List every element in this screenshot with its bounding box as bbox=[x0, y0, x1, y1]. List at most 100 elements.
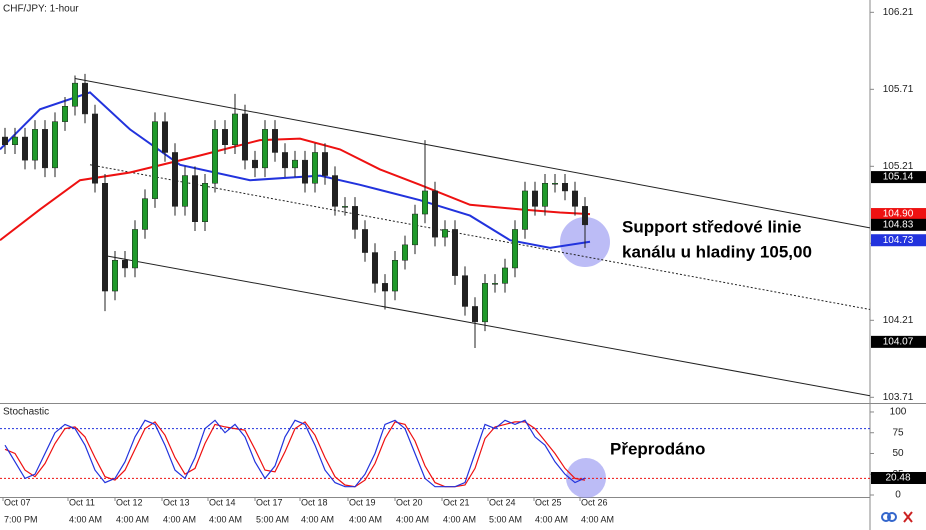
y-tick-label: 103.71 bbox=[883, 392, 914, 403]
x-tick-time: 4:00 AM bbox=[396, 514, 429, 524]
candle-body bbox=[262, 129, 268, 169]
candle-body bbox=[432, 190, 438, 238]
candle-body bbox=[302, 159, 308, 184]
stochastic-line bbox=[4, 421, 586, 488]
chart-title: CHF/JPY: 1-hour bbox=[3, 4, 79, 15]
candle-body bbox=[142, 198, 148, 230]
y-tick-label: 75 bbox=[892, 427, 904, 438]
candle-body bbox=[62, 106, 68, 122]
candle-body bbox=[362, 229, 368, 253]
x-tick-label: Oct 19 bbox=[349, 497, 376, 507]
x-tick-label: Oct 24 bbox=[489, 497, 516, 507]
annotation: Přeprodáno bbox=[610, 439, 705, 458]
candle-body bbox=[292, 159, 298, 169]
x-tick-time: 4:00 AM bbox=[69, 514, 102, 524]
candle-body bbox=[12, 136, 18, 146]
candle-body bbox=[552, 183, 558, 185]
y-tick-label: 100 bbox=[890, 407, 907, 418]
candle-body bbox=[232, 113, 238, 146]
candle-body bbox=[212, 129, 218, 184]
x-tick-label: Oct 18 bbox=[301, 497, 328, 507]
x-tick-label: Oct 11 bbox=[69, 497, 95, 507]
price-label: 104.90 bbox=[883, 209, 914, 220]
y-tick-label: 50 bbox=[892, 448, 904, 459]
candle-body bbox=[452, 229, 458, 276]
candle-body bbox=[542, 183, 548, 207]
candle-body bbox=[42, 129, 48, 169]
price-label-box bbox=[871, 472, 926, 485]
price-label: 104.07 bbox=[883, 337, 914, 348]
y-tick-label: 106.21 bbox=[883, 7, 914, 18]
moving-average bbox=[0, 137, 591, 241]
x-tick-label: Oct 21 bbox=[443, 497, 470, 507]
x-tick-time: 4:00 AM bbox=[163, 514, 196, 524]
x-tick-label: Oct 20 bbox=[396, 497, 423, 507]
x-tick-time: 5:00 AM bbox=[489, 514, 522, 524]
candle-body bbox=[202, 183, 208, 223]
icon bbox=[881, 512, 891, 522]
candle-body bbox=[172, 152, 178, 207]
y-tick-label: 105.21 bbox=[883, 161, 914, 172]
candle-body bbox=[162, 121, 168, 153]
candle-body bbox=[82, 82, 88, 115]
price-label-box bbox=[871, 208, 926, 221]
x-tick-label: Oct 07 bbox=[4, 497, 31, 507]
candle-body bbox=[472, 306, 478, 323]
candle-body bbox=[2, 136, 8, 146]
candle-body bbox=[102, 183, 108, 292]
price-label: 104.73 bbox=[883, 235, 914, 246]
candle-body bbox=[32, 129, 38, 161]
candle-body bbox=[132, 229, 138, 269]
x-tick-label: Oct 14 bbox=[209, 497, 236, 507]
candle-body bbox=[482, 283, 488, 323]
candle-body bbox=[112, 259, 118, 292]
x-tick-time: 4:00 AM bbox=[581, 514, 614, 524]
candle-body bbox=[562, 183, 568, 192]
candle-body bbox=[222, 129, 228, 146]
y-tick-label: 105.71 bbox=[883, 84, 914, 95]
price-label: 105.14 bbox=[883, 172, 914, 183]
x-tick-time: 4:00 AM bbox=[209, 514, 242, 524]
candle-body bbox=[52, 121, 58, 169]
x-tick-label: Oct 12 bbox=[116, 497, 143, 507]
candle-body bbox=[572, 190, 578, 207]
candle-body bbox=[502, 267, 508, 284]
price-label-box bbox=[871, 171, 926, 184]
price-label: 104.83 bbox=[883, 219, 914, 230]
candle-body bbox=[242, 113, 248, 161]
candle-body bbox=[352, 206, 358, 230]
channel-line bbox=[104, 255, 871, 397]
candle-body bbox=[442, 229, 448, 238]
x-tick-time: 4:00 AM bbox=[443, 514, 476, 524]
x-tick-time: 4:00 AM bbox=[535, 514, 568, 524]
candle-body bbox=[72, 82, 78, 107]
candle-body bbox=[152, 121, 158, 199]
x-tick-time: 4:00 AM bbox=[301, 514, 334, 524]
candle-body bbox=[392, 259, 398, 292]
candle-body bbox=[122, 259, 128, 269]
candle-body bbox=[402, 244, 408, 261]
annotation: Support středové linie bbox=[622, 217, 801, 236]
price-label-box bbox=[871, 234, 926, 247]
x-tick-time: 4:00 AM bbox=[349, 514, 382, 524]
candle-body bbox=[372, 252, 378, 284]
channel-line bbox=[74, 78, 871, 229]
moving-average bbox=[0, 91, 591, 249]
annotation: kanálu u hladiny 105,00 bbox=[622, 242, 812, 261]
candle-body bbox=[272, 129, 278, 153]
y-tick-label: 104.21 bbox=[883, 315, 914, 326]
x-tick-time: 7:00 PM bbox=[4, 514, 38, 524]
stochastic-line bbox=[4, 419, 586, 488]
x-tick-time: 5:00 AM bbox=[256, 514, 289, 524]
candle-body bbox=[312, 152, 318, 184]
candle-body bbox=[182, 175, 188, 207]
x-tick-label: Oct 17 bbox=[256, 497, 283, 507]
x-tick-label: Oct 25 bbox=[535, 497, 562, 507]
candle-body bbox=[412, 213, 418, 246]
candle-body bbox=[342, 206, 348, 208]
candle-body bbox=[332, 175, 338, 207]
icon bbox=[903, 511, 913, 523]
candle-body bbox=[322, 152, 328, 176]
